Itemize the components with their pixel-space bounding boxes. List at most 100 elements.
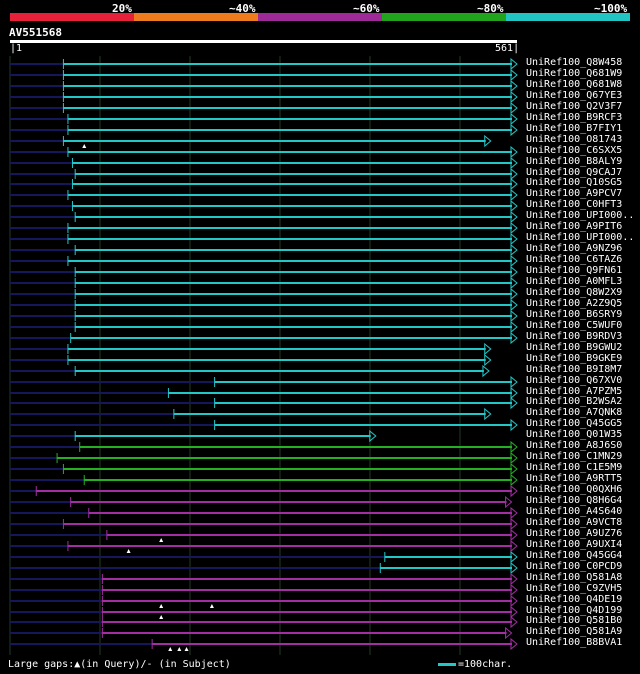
hit-label[interactable]: UniRef100_B9RCF3 bbox=[526, 112, 623, 123]
hit-arrow-icon bbox=[510, 473, 518, 487]
hit-arrow-icon bbox=[510, 615, 518, 629]
hit-label[interactable]: UniRef100_C9ZVH5 bbox=[526, 583, 623, 594]
hit-label[interactable]: UniRef100_O81743 bbox=[526, 134, 623, 145]
query-gap-marker-icon bbox=[159, 615, 164, 619]
hit-label[interactable]: UniRef100_C5WUF0 bbox=[526, 320, 623, 331]
hit-arrow-icon bbox=[510, 550, 518, 564]
hit-label[interactable]: UniRef100_Q8W2X9 bbox=[526, 287, 623, 298]
hit-label[interactable]: UniRef100_Q4DE19 bbox=[526, 594, 623, 605]
hit-arrow-icon bbox=[510, 79, 518, 93]
hit-arrow-icon bbox=[505, 495, 513, 509]
hit-label[interactable]: UniRef100_B2WSA2 bbox=[526, 396, 623, 407]
hit-label[interactable]: UniRef100_B9RDV3 bbox=[526, 331, 623, 342]
query-gap-marker-icon bbox=[82, 144, 87, 148]
hit-label[interactable]: UniRef100_B8ALY9 bbox=[526, 156, 623, 167]
hit-label[interactable]: UniRef100_A9VCT8 bbox=[526, 517, 623, 528]
hit-label[interactable]: UniRef100_B9GWU2 bbox=[526, 342, 623, 353]
hit-label[interactable]: UniRef100_A9UZ76 bbox=[526, 528, 623, 539]
hit-label[interactable]: UniRef100_C6TAZ6 bbox=[526, 254, 623, 265]
hit-label[interactable]: UniRef100_Q581A9 bbox=[526, 626, 623, 637]
hit-arrow-icon bbox=[510, 583, 518, 597]
hit-label[interactable]: UniRef100_B9I8M7 bbox=[526, 364, 623, 375]
hit-arrow-icon bbox=[510, 177, 518, 191]
hit-label[interactable]: UniRef100_Q67YE3 bbox=[526, 90, 623, 101]
hit-arrow-icon bbox=[484, 407, 492, 421]
hit-arrow-icon bbox=[510, 188, 518, 202]
hit-label[interactable]: UniRef100_A8J6S0 bbox=[526, 440, 623, 451]
scale-segment-cyan bbox=[506, 13, 630, 21]
hit-label[interactable]: UniRef100_Q45GG4 bbox=[526, 550, 623, 561]
query-start-number: 1 bbox=[16, 43, 23, 54]
hit-arrow-icon bbox=[510, 517, 518, 531]
hit-label[interactable]: UniRef100_C6SXX5 bbox=[526, 145, 623, 156]
query-end: 561| bbox=[495, 43, 520, 54]
hit-arrow-icon bbox=[510, 451, 518, 465]
hit-arrow-icon bbox=[510, 572, 518, 586]
hit-arrow-icon bbox=[510, 528, 518, 542]
legend: Large gaps:▲(in Query)/- (in Subject) bbox=[8, 659, 231, 670]
hit-arrow-icon bbox=[510, 298, 518, 312]
hit-arrow-icon bbox=[510, 243, 518, 257]
hit-label[interactable]: UniRef100_Q681W9 bbox=[526, 68, 623, 79]
hit-label[interactable]: UniRef100_Q0QXH6 bbox=[526, 484, 623, 495]
hit-label[interactable]: UniRef100_Q8H6G4 bbox=[526, 495, 623, 506]
query-gap-marker-icon: ▲ bbox=[74, 659, 81, 670]
hit-label[interactable]: UniRef100_A9RTT5 bbox=[526, 473, 623, 484]
hit-arrow-icon bbox=[484, 134, 492, 148]
hit-arrow-icon bbox=[510, 123, 518, 137]
hit-arrow-icon bbox=[510, 539, 518, 553]
hit-arrow-icon bbox=[510, 561, 518, 575]
hit-arrow-icon bbox=[484, 353, 492, 367]
hit-arrow-icon bbox=[510, 254, 518, 268]
hit-arrow-icon bbox=[510, 375, 518, 389]
hit-label[interactable]: UniRef100_Q67XV0 bbox=[526, 375, 623, 386]
hit-label[interactable]: UniRef100_UPI000.. bbox=[526, 210, 635, 221]
hit-label[interactable]: UniRef100_Q01W35 bbox=[526, 429, 623, 440]
hit-label[interactable]: UniRef100_Q45GG5 bbox=[526, 418, 623, 429]
legend-query-gap: (in Query) bbox=[80, 659, 141, 670]
hit-label[interactable]: UniRef100_Q10SG5 bbox=[526, 177, 623, 188]
hit-label[interactable]: UniRef100_A2Z9Q5 bbox=[526, 298, 623, 309]
hit-label[interactable]: UniRef100_A9NZ96 bbox=[526, 243, 623, 254]
hit-label[interactable]: UniRef100_C0PCD9 bbox=[526, 561, 623, 572]
hit-label[interactable]: UniRef100_Q681W8 bbox=[526, 79, 623, 90]
hit-label[interactable]: UniRef100_A9PCV7 bbox=[526, 188, 623, 199]
hit-label[interactable]: UniRef100_B8BVA1 bbox=[526, 637, 623, 648]
hit-label[interactable]: UniRef100_A7PZM5 bbox=[526, 386, 623, 397]
hit-label[interactable]: UniRef100_Q9FN61 bbox=[526, 265, 623, 276]
hit-label[interactable]: UniRef100_B6SRY9 bbox=[526, 309, 623, 320]
query-gap-marker-icon bbox=[126, 549, 131, 553]
hit-label[interactable]: UniRef100_A9UXI4 bbox=[526, 539, 623, 550]
hit-label[interactable]: UniRef100_C1E5M9 bbox=[526, 462, 623, 473]
query-end-number: 561 bbox=[495, 43, 514, 54]
hit-label[interactable]: UniRef100_C1MN29 bbox=[526, 451, 623, 462]
hit-label[interactable]: UniRef100_A7QNK8 bbox=[526, 407, 623, 418]
legend-subject-gap: (in Subject) bbox=[158, 659, 231, 670]
hit-label[interactable]: UniRef100_Q9CAJ7 bbox=[526, 167, 623, 178]
hit-label[interactable]: UniRef100_B9GKE9 bbox=[526, 353, 623, 364]
hit-label[interactable]: UniRef100_B7FIY1 bbox=[526, 123, 623, 134]
hit-arrow-icon bbox=[510, 167, 518, 181]
hit-label[interactable]: UniRef100_Q8W458 bbox=[526, 57, 623, 68]
hit-label[interactable]: UniRef100_Q2V3F7 bbox=[526, 101, 623, 112]
hit-label[interactable]: UniRef100_C0HFT3 bbox=[526, 199, 623, 210]
hit-label[interactable]: UniRef100_A0MFL3 bbox=[526, 276, 623, 287]
hit-arrow-icon bbox=[510, 232, 518, 246]
hit-arrow-icon bbox=[510, 484, 518, 498]
hit-label[interactable]: UniRef100_Q4D199 bbox=[526, 605, 623, 616]
scale-label-40: ~40% bbox=[229, 2, 256, 15]
hit-label[interactable]: UniRef100_Q581B0 bbox=[526, 615, 623, 626]
hit-arrow-icon bbox=[510, 320, 518, 334]
hit-arrow-icon bbox=[510, 386, 518, 400]
hit-label[interactable]: UniRef100_UPI000.. bbox=[526, 232, 635, 243]
hit-arrow-icon bbox=[510, 462, 518, 476]
hit-label[interactable]: UniRef100_A9PIT6 bbox=[526, 221, 623, 232]
hit-arrow-icon bbox=[510, 221, 518, 235]
query-gap-marker-icon bbox=[168, 647, 173, 651]
hit-arrow-icon bbox=[510, 112, 518, 126]
hit-label[interactable]: UniRef100_A4S640 bbox=[526, 506, 623, 517]
query-gap-marker-icon bbox=[159, 604, 164, 608]
hit-label[interactable]: UniRef100_Q581A8 bbox=[526, 572, 623, 583]
scale-segment-orange bbox=[134, 13, 258, 21]
scale-label-20: 20% bbox=[112, 2, 132, 15]
